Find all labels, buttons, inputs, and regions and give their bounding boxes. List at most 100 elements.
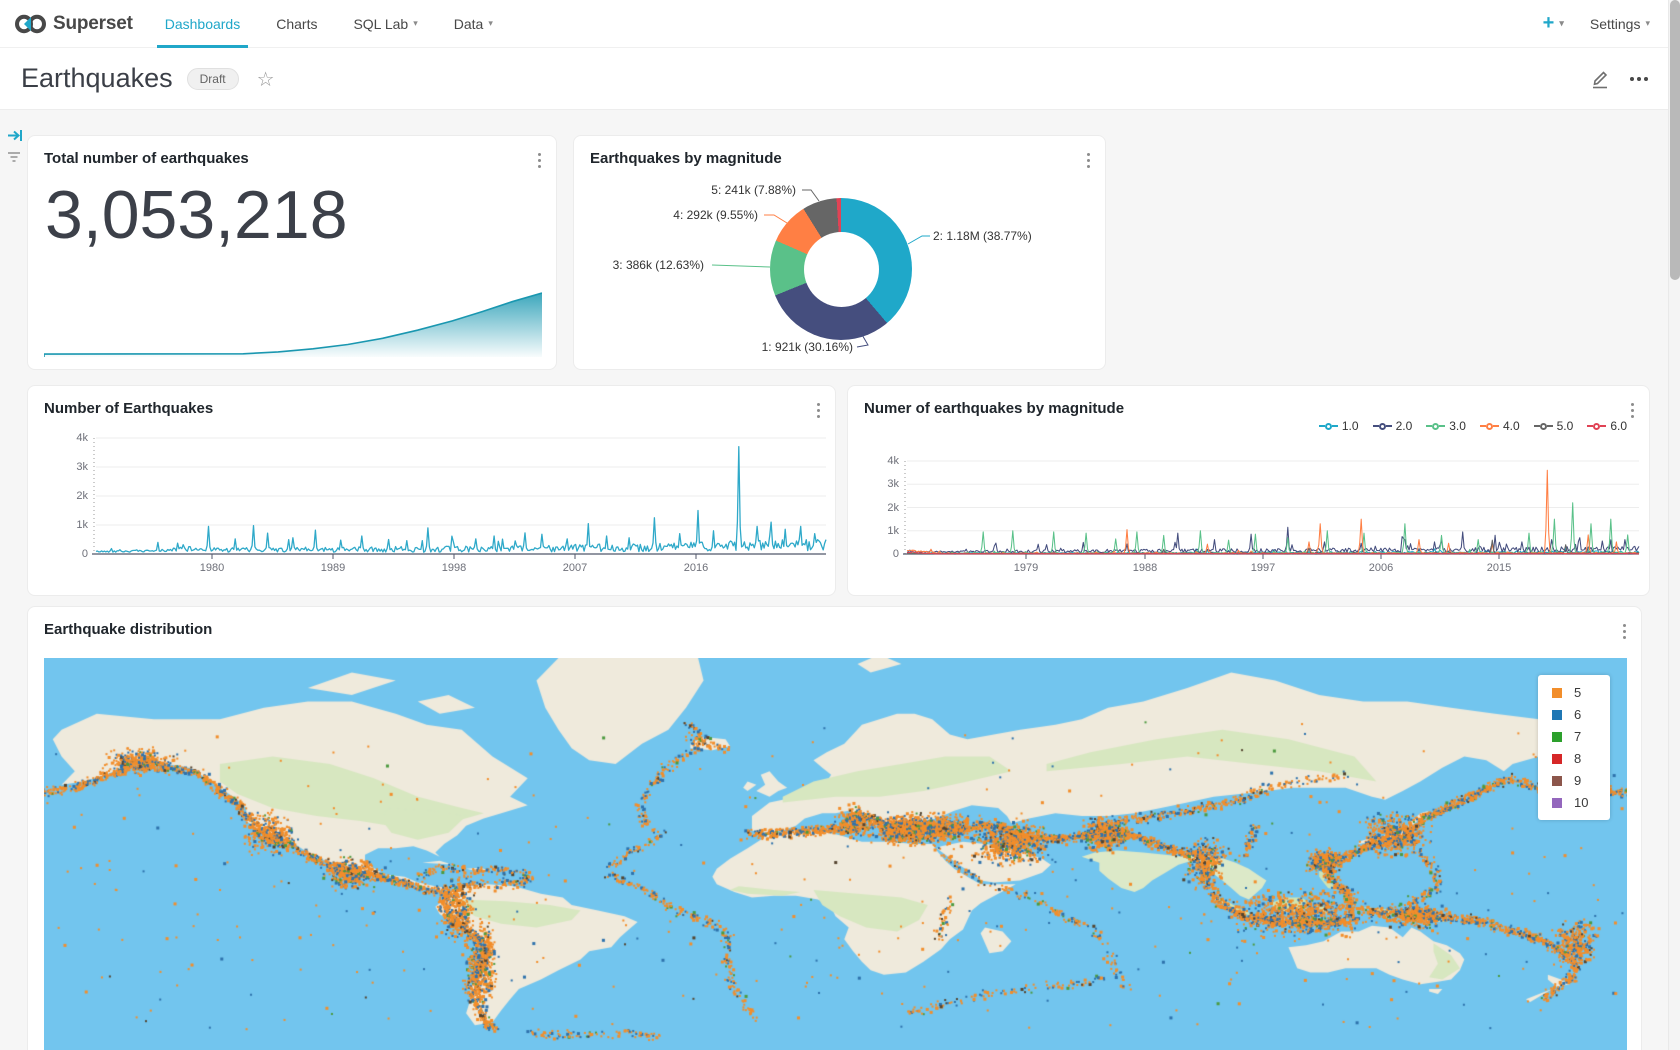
chevron-down-icon: ▾ (1559, 18, 1564, 28)
legend-label: 5.0 (1556, 419, 1574, 433)
page-scrollbar (1668, 0, 1680, 1050)
legend-swatch (1552, 731, 1562, 742)
new-item-button[interactable]: + ▾ (1543, 12, 1564, 35)
y-axis-tick: 4k (887, 455, 899, 467)
nav-menu: Dashboards Charts SQL Lab ▾ Data ▾ (147, 0, 511, 48)
y-axis-tick: 3k (887, 478, 899, 491)
chart-title: Earthquakes by magnitude (590, 150, 782, 167)
y-axis-tick: 1k (887, 524, 899, 537)
legend-label: 5 (1574, 685, 1582, 700)
pie-label-magnitude-3: 3: 386k (12.63%) (612, 258, 704, 272)
brand-name: Superset (53, 12, 133, 34)
chart-title: Total number of earthquakes (44, 150, 249, 167)
legend-label: 9 (1574, 773, 1582, 788)
top-navbar: Superset Dashboards Charts SQL Lab ▾ Dat… (0, 0, 1680, 48)
legend-label: 10 (1574, 795, 1589, 810)
filter-funnel-icon (8, 152, 20, 162)
legend-swatch (1552, 709, 1562, 720)
legend-swatch (1552, 775, 1562, 786)
favorite-star-icon[interactable]: ☆ (256, 66, 275, 91)
legend-item-2.0[interactable]: 2.0 (1372, 419, 1413, 433)
pie-label-magnitude-5: 5: 241k (7.88%) (711, 183, 796, 197)
line-chart[interactable] (28, 386, 837, 597)
chart-menu-icon[interactable] (1620, 621, 1629, 642)
chart-legend: 1.0 2.0 3.0 4.0 5.0 6.0 (1318, 419, 1627, 433)
y-axis-tick: 1k (76, 519, 88, 531)
nav-item-label: Data (453, 15, 484, 32)
map-legend-item: 9 (1552, 773, 1596, 788)
y-axis-tick: 2k (887, 501, 899, 514)
legend-item-3.0[interactable]: 3.0 (1426, 419, 1466, 433)
chart-title: Number of Earthquakes (44, 400, 214, 417)
donut-chart[interactable] (770, 198, 912, 340)
y-axis-tick: 0 (81, 548, 88, 560)
legend-line-marker-icon (1587, 422, 1607, 430)
chart-menu-icon[interactable] (814, 400, 823, 421)
legend-swatch (1552, 753, 1562, 764)
legend-label: 6.0 (1610, 419, 1627, 433)
edit-pencil-icon[interactable] (1590, 68, 1610, 90)
legend-item-5.0[interactable]: 5.0 (1533, 419, 1574, 433)
dashboard-header: Earthquakes Draft ☆ (0, 48, 1680, 110)
x-axis-tick: 1997 (1250, 562, 1276, 574)
y-axis-tick: 2k (76, 490, 88, 502)
chart-menu-icon[interactable] (535, 150, 544, 171)
legend-label: 4.0 (1502, 419, 1520, 433)
pie-label-magnitude-1: 1: 921k (30.16%) (761, 340, 853, 354)
map-legend-item: 7 (1552, 729, 1596, 744)
nav-item-sql-lab[interactable]: SQL Lab ▾ (335, 0, 435, 48)
legend-swatch (1552, 797, 1562, 808)
map-canvas (44, 658, 1627, 1050)
x-axis-tick: 1980 (199, 562, 225, 574)
big-number-value: 3,053,218 (45, 177, 348, 253)
plus-icon: + (1542, 12, 1555, 34)
map-legend-item: 5 (1552, 685, 1596, 700)
superset-logo-icon (15, 14, 46, 33)
scrollbar-thumb[interactable] (1670, 0, 1680, 280)
settings-label: Settings (1589, 15, 1641, 32)
header-actions (1590, 68, 1680, 90)
legend-swatch (1552, 687, 1562, 698)
settings-menu[interactable]: Settings ▾ (1590, 16, 1650, 32)
chevron-down-icon: ▾ (1645, 18, 1650, 28)
chevron-down-icon: ▾ (488, 18, 493, 28)
nav-right-actions: + ▾ Settings ▾ (1543, 12, 1680, 35)
more-actions-icon[interactable] (1626, 73, 1652, 85)
card-earthquake-distribution: Earthquake distribution 5 6 7 8 9 10 (27, 606, 1642, 1050)
legend-line-marker-icon (1318, 422, 1338, 430)
x-axis-tick: 1988 (1132, 562, 1158, 574)
expand-filter-bar-icon[interactable] (7, 127, 24, 144)
nav-item-label: Dashboards (164, 15, 241, 32)
x-axis-tick: 2006 (1368, 562, 1394, 574)
legend-label: 1.0 (1341, 419, 1359, 433)
page-title: Earthquakes (21, 63, 173, 93)
chevron-down-icon: ▾ (413, 18, 418, 28)
superset-brand[interactable]: Superset (0, 12, 147, 36)
legend-label: 3.0 (1449, 419, 1466, 433)
chart-menu-icon[interactable] (1084, 150, 1093, 171)
card-total-number-of-earthquakes: Total number of earthquakes 3,053,218 (27, 135, 557, 370)
legend-line-marker-icon (1533, 422, 1553, 430)
y-axis-tick: 3k (76, 461, 88, 473)
pie-label-magnitude-4: 4: 292k (9.55%) (673, 208, 758, 222)
world-map[interactable]: 5 6 7 8 9 10 (44, 658, 1627, 1050)
nav-item-charts[interactable]: Charts (258, 0, 335, 48)
legend-label: 7 (1574, 729, 1582, 744)
legend-item-4.0[interactable]: 4.0 (1479, 419, 1520, 433)
nav-item-dashboards[interactable]: Dashboards (147, 0, 259, 48)
x-axis-tick: 2015 (1486, 562, 1512, 574)
legend-line-marker-icon (1479, 422, 1499, 430)
legend-line-marker-icon (1372, 422, 1392, 430)
legend-label: 2.0 (1395, 419, 1413, 433)
pie-label-magnitude-2: 2: 1.18M (38.77%) (933, 229, 1032, 243)
legend-item-6.0[interactable]: 6.0 (1587, 419, 1627, 433)
multi-line-chart[interactable] (848, 386, 1651, 597)
chart-title: Numer of earthquakes by magnitude (864, 400, 1125, 417)
legend-item-1.0[interactable]: 1.0 (1318, 419, 1359, 433)
chart-menu-icon[interactable] (1628, 400, 1637, 421)
nav-item-data[interactable]: Data ▾ (436, 0, 511, 48)
y-axis-tick: 0 (892, 548, 899, 560)
nav-item-label: SQL Lab (353, 15, 409, 32)
x-axis-tick: 2007 (562, 562, 588, 574)
